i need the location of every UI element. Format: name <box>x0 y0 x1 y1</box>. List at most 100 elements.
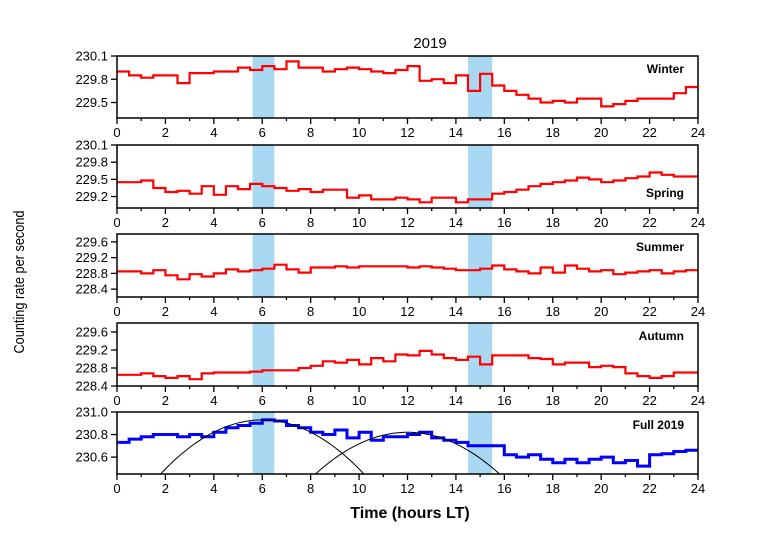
panels-group: 0 2 4 6 8 10 12 14 16 18 20 22 24230.1229.8229.5Wint… <box>75 49 705 497</box>
x-tick-label: 0 <box>113 481 120 496</box>
y-tick-label: 229.5 <box>75 172 108 187</box>
x-tick-label: 22 <box>642 304 656 319</box>
x-tick-label: 16 <box>497 304 511 319</box>
x-tick-label: 24 <box>691 125 705 140</box>
x-tick-label: 4 <box>210 304 217 319</box>
x-tick-label: 16 <box>497 215 511 230</box>
x-tick-label: 4 <box>210 125 217 140</box>
y-tick-label: 229.2 <box>75 250 108 265</box>
x-tick-label: 6 <box>259 125 266 140</box>
x-tick-label: 14 <box>449 215 463 230</box>
series-line <box>117 263 698 281</box>
series-line <box>117 60 698 108</box>
panel-name-label: Winter <box>647 62 685 76</box>
panel-full-2019: 0 2 4 6 8 10 12 14 16 18 20 22 24231.0230.8230.6Full… <box>75 405 705 497</box>
x-tick-label: 10 <box>352 304 366 319</box>
panel-summer: 0 2 4 6 8 10 12 14 16 18 20 22 24229.6229.2228.8228.… <box>75 233 705 319</box>
y-tick-label: 229.5 <box>75 95 108 110</box>
highlight-band-1 <box>252 145 275 208</box>
x-tick-label: 2 <box>162 125 169 140</box>
x-tick-label: 18 <box>546 215 560 230</box>
panel-frame <box>116 411 699 475</box>
x-tick-label: 8 <box>307 393 314 408</box>
y-tick-label: 230.1 <box>75 49 108 64</box>
highlight-band-1 <box>252 234 275 297</box>
x-axis-label: Time (hours LT) <box>350 505 469 522</box>
y-tick-label: 228.8 <box>75 266 108 281</box>
y-tick-label: 229.8 <box>75 155 108 170</box>
x-tick-label: 8 <box>307 125 314 140</box>
highlight-band-2 <box>468 234 493 297</box>
x-tick-label: 20 <box>594 215 608 230</box>
x-tick-label: 12 <box>400 481 414 496</box>
x-tick-label: 2 <box>162 215 169 230</box>
x-tick-label: 12 <box>400 125 414 140</box>
panel-name-label: Spring <box>646 186 684 200</box>
panel-name-label: Autumn <box>639 329 684 343</box>
x-tick-label: 18 <box>546 393 560 408</box>
x-tick-label: 18 <box>546 304 560 319</box>
x-tick-label: 6 <box>259 215 266 230</box>
x-tick-label: 4 <box>210 481 217 496</box>
series-line <box>117 171 698 204</box>
y-tick-label: 229.2 <box>75 343 108 358</box>
panel-name-label: Full 2019 <box>633 418 685 432</box>
fit-curve-2 <box>315 431 500 474</box>
panel-name-label: Summer <box>636 240 684 254</box>
x-tick-label: 16 <box>497 393 511 408</box>
series-line <box>117 349 698 381</box>
highlight-band-2 <box>468 145 493 208</box>
y-tick-label: 229.6 <box>75 325 108 340</box>
x-tick-label: 14 <box>449 393 463 408</box>
x-tick-label: 4 <box>210 215 217 230</box>
x-tick-label: 14 <box>449 304 463 319</box>
y-tick-label: 229.6 <box>75 234 108 249</box>
highlight-band-1 <box>252 56 275 118</box>
y-tick-label: 230.8 <box>75 427 108 442</box>
x-tick-label: 24 <box>691 393 705 408</box>
x-tick-label: 0 <box>113 304 120 319</box>
x-tick-label: 18 <box>546 125 560 140</box>
x-tick-label: 24 <box>691 304 705 319</box>
y-tick-label: 230.6 <box>75 450 108 465</box>
y-tick-label: 228.4 <box>75 379 108 394</box>
y-tick-label: 229.2 <box>75 189 108 204</box>
x-tick-label: 0 <box>113 125 120 140</box>
panel-autumn: 0 2 4 6 8 10 12 14 16 18 20 22 24229.6229.2228.8228.… <box>75 322 705 408</box>
x-tick-label: 8 <box>307 215 314 230</box>
x-tick-label: 2 <box>162 393 169 408</box>
x-tick-label: 22 <box>642 125 656 140</box>
x-tick-label: 14 <box>449 481 463 496</box>
x-tick-label: 22 <box>642 215 656 230</box>
panel-spring: 0 2 4 6 8 10 12 14 16 18 20 22 24230.1229.8229.5229.… <box>75 138 705 231</box>
y-tick-label: 228.8 <box>75 361 108 376</box>
x-tick-label: 16 <box>497 125 511 140</box>
y-tick-label: 229.8 <box>75 72 108 87</box>
x-tick-label: 6 <box>259 393 266 408</box>
x-tick-label: 10 <box>352 215 366 230</box>
x-tick-label: 24 <box>691 215 705 230</box>
x-tick-label: 20 <box>594 481 608 496</box>
highlight-band-1 <box>252 412 275 474</box>
x-tick-label: 24 <box>691 481 705 496</box>
x-tick-label: 0 <box>113 393 120 408</box>
fit-curve-1 <box>160 419 365 474</box>
y-tick-label: 230.1 <box>75 138 108 153</box>
series-line <box>117 418 698 468</box>
x-tick-label: 4 <box>210 393 217 408</box>
y-tick-label: 231.0 <box>75 405 108 420</box>
x-tick-label: 22 <box>642 393 656 408</box>
x-tick-label: 16 <box>497 481 511 496</box>
highlight-band-2 <box>468 412 493 474</box>
x-tick-label: 2 <box>162 304 169 319</box>
x-tick-label: 18 <box>546 481 560 496</box>
chart-title: 2019 <box>413 35 446 52</box>
highlight-band-1 <box>252 323 275 386</box>
panel-winter: 0 2 4 6 8 10 12 14 16 18 20 22 24230.1229.8229.5Wint… <box>75 49 705 141</box>
x-tick-label: 10 <box>352 125 366 140</box>
x-tick-label: 12 <box>400 304 414 319</box>
x-tick-label: 20 <box>594 304 608 319</box>
x-tick-label: 6 <box>259 304 266 319</box>
x-tick-label: 22 <box>642 481 656 496</box>
